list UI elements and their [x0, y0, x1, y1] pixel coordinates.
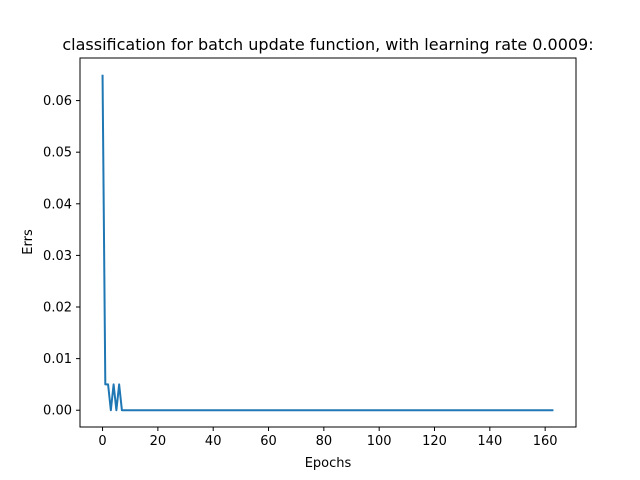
x-tick-label: 120 — [422, 434, 447, 449]
x-tick-label: 140 — [477, 434, 502, 449]
y-tick-label: 0.04 — [43, 197, 72, 212]
x-tick-label: 60 — [260, 434, 277, 449]
x-tick-label: 160 — [533, 434, 558, 449]
chart-title: classification for batch update function… — [62, 35, 593, 54]
y-tick-label: 0.06 — [43, 94, 72, 109]
plot-frame — [79, 57, 577, 428]
x-tick-label: 20 — [150, 434, 167, 449]
x-tick-label: 40 — [205, 434, 222, 449]
y-tick-label: 0.03 — [43, 249, 72, 264]
y-tick-label: 0.00 — [43, 404, 72, 419]
x-tick-label: 0 — [98, 434, 106, 449]
series-line — [101, 74, 554, 412]
y-axis-label: Errs — [21, 229, 36, 255]
x-axis: 0 20 40 60 80 100 120 140 160 — [98, 427, 558, 449]
y-tick-label: 0.01 — [43, 352, 72, 367]
x-tick-label: 80 — [316, 434, 333, 449]
x-axis-label: Epochs — [305, 456, 352, 471]
x-tick-label: 100 — [367, 434, 392, 449]
y-tick-label: 0.05 — [43, 146, 72, 161]
series-layer — [101, 74, 554, 412]
y-tick-label: 0.02 — [43, 301, 72, 316]
y-axis: 0.00 0.01 0.02 0.03 0.04 0.05 0.06 — [43, 94, 80, 419]
